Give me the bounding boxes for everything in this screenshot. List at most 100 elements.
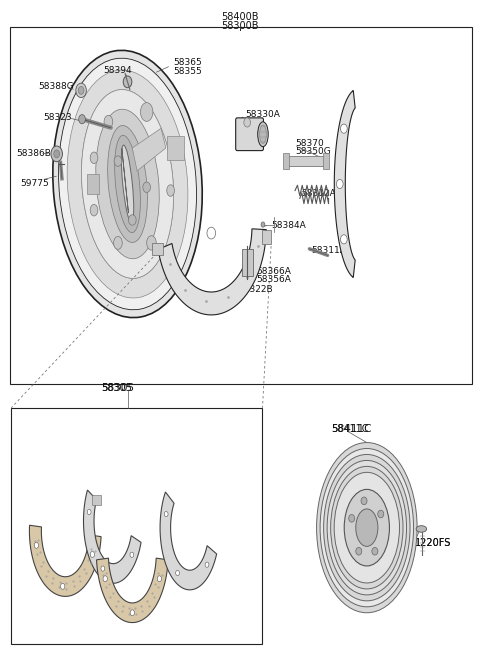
Circle shape	[54, 150, 60, 158]
Circle shape	[130, 552, 134, 558]
Text: 58400B: 58400B	[221, 12, 259, 22]
Text: 58356A: 58356A	[256, 275, 291, 284]
FancyBboxPatch shape	[236, 118, 264, 151]
Text: 58350G: 58350G	[295, 148, 331, 156]
Ellipse shape	[115, 135, 140, 233]
Ellipse shape	[356, 547, 362, 555]
Polygon shape	[132, 129, 166, 171]
Ellipse shape	[356, 509, 378, 546]
Ellipse shape	[121, 145, 134, 223]
Bar	[152, 243, 163, 255]
Circle shape	[78, 87, 84, 94]
Text: 58305: 58305	[101, 383, 132, 393]
Text: 58305: 58305	[101, 383, 134, 393]
Bar	[242, 249, 253, 276]
Text: 58322B: 58322B	[239, 285, 273, 294]
Ellipse shape	[317, 443, 417, 613]
Circle shape	[79, 115, 85, 124]
Text: 59775: 59775	[20, 180, 48, 188]
Circle shape	[90, 552, 95, 558]
Bar	[92, 495, 101, 505]
Polygon shape	[334, 91, 355, 277]
Circle shape	[340, 124, 347, 133]
Ellipse shape	[53, 51, 202, 318]
Ellipse shape	[108, 125, 147, 243]
Circle shape	[60, 583, 65, 589]
Circle shape	[336, 179, 343, 188]
Ellipse shape	[147, 236, 156, 250]
Ellipse shape	[104, 115, 113, 129]
Text: 58411C: 58411C	[331, 424, 372, 434]
Ellipse shape	[260, 125, 266, 144]
Ellipse shape	[122, 148, 129, 213]
Ellipse shape	[90, 205, 98, 216]
Ellipse shape	[372, 547, 378, 555]
Text: 1220FS: 1220FS	[415, 538, 451, 548]
Ellipse shape	[416, 525, 427, 532]
Text: 58365: 58365	[173, 58, 202, 68]
Ellipse shape	[114, 236, 122, 249]
Bar	[10, 27, 472, 384]
Circle shape	[244, 118, 251, 127]
Bar	[286, 157, 326, 166]
Circle shape	[157, 576, 162, 582]
Ellipse shape	[96, 109, 159, 258]
Circle shape	[129, 215, 136, 225]
Text: 58330A: 58330A	[245, 110, 280, 119]
Text: 58370: 58370	[295, 139, 324, 148]
Circle shape	[114, 156, 122, 167]
Ellipse shape	[167, 185, 174, 196]
Bar	[87, 174, 99, 194]
Ellipse shape	[320, 449, 414, 607]
Circle shape	[123, 76, 132, 88]
Polygon shape	[29, 525, 101, 596]
Ellipse shape	[258, 122, 268, 147]
Circle shape	[261, 222, 265, 227]
Text: 58366A: 58366A	[256, 266, 291, 276]
Circle shape	[176, 571, 180, 575]
Circle shape	[51, 146, 62, 162]
Circle shape	[103, 576, 108, 582]
Polygon shape	[84, 490, 141, 583]
Text: 58300B: 58300B	[221, 21, 259, 31]
Circle shape	[34, 543, 38, 548]
Ellipse shape	[378, 510, 384, 518]
Ellipse shape	[334, 472, 399, 583]
Ellipse shape	[82, 90, 174, 278]
Ellipse shape	[67, 70, 188, 298]
Circle shape	[340, 235, 347, 244]
Bar	[167, 136, 184, 160]
Text: 58323: 58323	[44, 113, 72, 123]
Text: 58311A: 58311A	[311, 246, 346, 255]
Polygon shape	[160, 492, 216, 590]
Circle shape	[164, 512, 168, 517]
Ellipse shape	[324, 455, 410, 601]
Circle shape	[143, 182, 151, 192]
Text: 58386B: 58386B	[16, 149, 51, 157]
Circle shape	[205, 562, 209, 567]
Circle shape	[207, 227, 216, 239]
Text: 58384A: 58384A	[271, 220, 306, 230]
Text: 58388G: 58388G	[38, 82, 74, 91]
Ellipse shape	[327, 461, 407, 595]
Ellipse shape	[90, 152, 98, 163]
Bar	[11, 408, 263, 644]
Bar	[262, 230, 271, 244]
Polygon shape	[158, 229, 266, 315]
Circle shape	[87, 510, 91, 514]
Ellipse shape	[331, 466, 403, 589]
Ellipse shape	[344, 489, 389, 566]
Ellipse shape	[361, 497, 367, 504]
Ellipse shape	[82, 90, 174, 278]
Text: 58355: 58355	[173, 67, 202, 76]
Circle shape	[130, 610, 134, 616]
Text: 58411C: 58411C	[331, 424, 369, 434]
Bar	[323, 154, 328, 169]
Text: 1220FS: 1220FS	[415, 538, 451, 548]
Ellipse shape	[348, 514, 355, 522]
Bar	[283, 154, 289, 169]
Ellipse shape	[59, 58, 196, 310]
Text: 58312A: 58312A	[301, 189, 336, 197]
Ellipse shape	[141, 102, 153, 121]
Circle shape	[76, 83, 86, 98]
